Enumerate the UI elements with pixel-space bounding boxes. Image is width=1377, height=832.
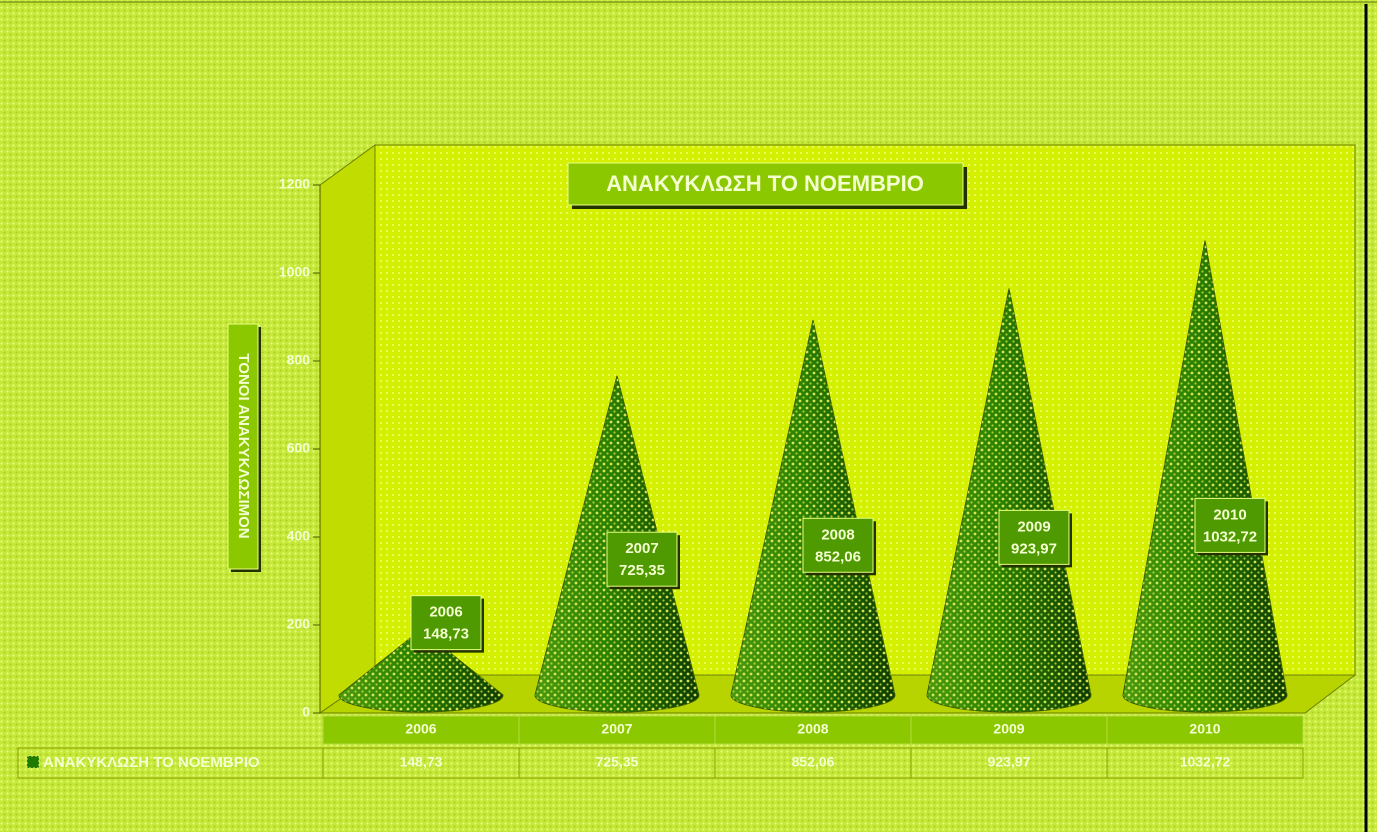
category-cell [714,715,912,745]
data-label-box [802,517,874,573]
cone-texture [731,320,895,712]
data-label-value: 148,73 [423,626,469,643]
x-tick-label: 2010 [1189,721,1220,737]
y-tick-label: 1000 [279,264,310,280]
chart-title: ΑΝΑΚΥΚΛΩΣΗ ΤΟ ΝΟΕΜΒΡΙΟ [606,171,924,196]
table-value: 148,73 [400,754,443,770]
category-cell [518,715,716,745]
cone-texture [339,629,503,712]
x-tick-label: 2006 [405,721,436,737]
y-tick-label: 600 [287,440,311,456]
title-box [567,162,964,206]
y-tick-label: 200 [287,616,311,632]
legend-swatch [26,755,40,769]
legend-label: ΑΝΑΚΥΚΛΩΣΗ ΤΟ ΝΟΕΜΒΡΙΟ [43,754,260,771]
table-value: 725,35 [596,754,639,770]
cone-texture [927,288,1091,712]
data-label-box [606,531,678,587]
y-tick-label: 0 [302,704,310,720]
x-tick-label: 2008 [797,721,828,737]
data-label: 2010 1032,72 [1203,506,1257,545]
data-label: 2008 852,06 [815,526,861,565]
x-tick-label: 2009 [993,721,1024,737]
data-label-value: 852,06 [815,548,861,565]
y-tick-label: 800 [287,352,311,368]
data-label: 2007 725,35 [619,540,665,579]
side-wall [319,144,376,714]
data-label-box [410,595,482,651]
table-value: 852,06 [792,754,835,770]
table-value: 923,97 [988,754,1031,770]
data-label: 2009 923,97 [1011,518,1057,557]
data-label-category: 2008 [821,526,854,543]
data-label-category: 2007 [625,540,658,557]
table-cell [1106,747,1304,779]
y-tick-label: 400 [287,528,311,544]
data-label-box [1194,497,1266,553]
data-label-value: 725,35 [619,562,665,579]
cone-texture [1123,240,1287,712]
x-tick-label: 2007 [601,721,632,737]
data-label: 2006 148,73 [423,604,469,643]
table-value: 1032,72 [1180,754,1231,770]
data-label-category: 2009 [1017,518,1050,535]
data-label-category: 2010 [1213,506,1246,523]
data-label-box [998,509,1070,565]
data-label-value: 1032,72 [1203,528,1257,545]
y-label-box [227,323,259,570]
y-axis-label: ΤΟΝΟΙ ΑΝΑΚΥΚΛΩΣΙΜΟΝ [235,353,252,538]
data-label-value: 923,97 [1011,540,1057,557]
category-cell [1106,715,1304,745]
y-tick-label: 1200 [279,176,310,192]
data-label-category: 2006 [429,604,462,621]
category-cell [910,715,1108,745]
